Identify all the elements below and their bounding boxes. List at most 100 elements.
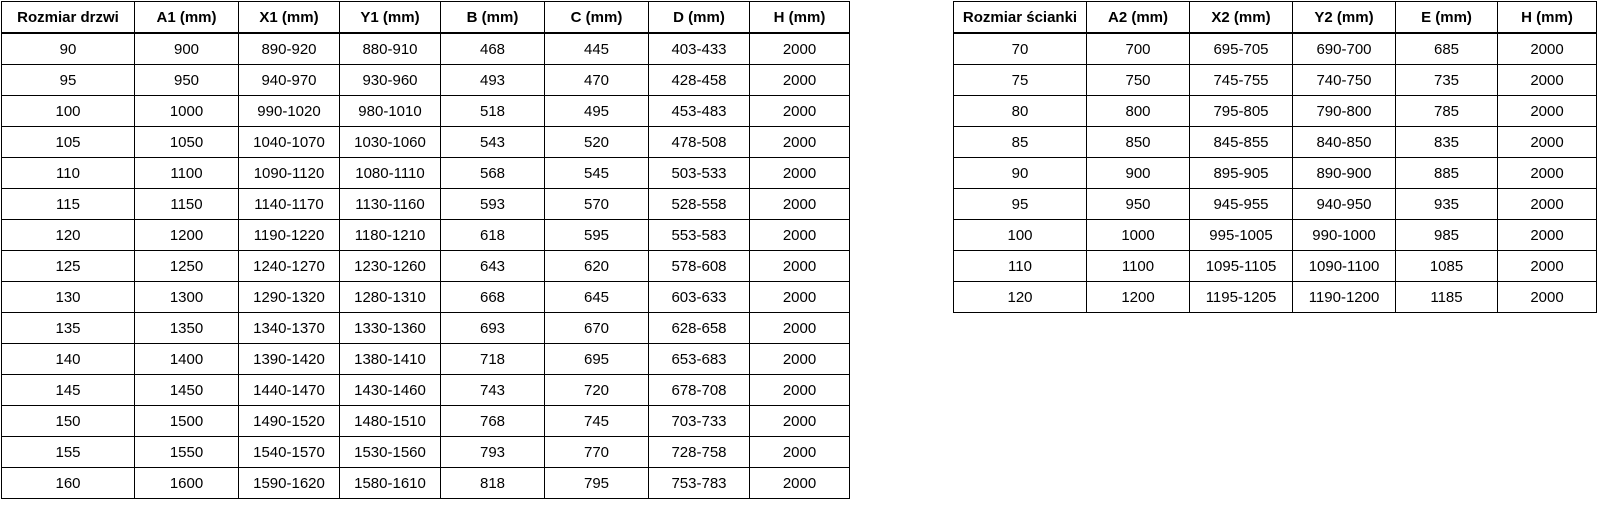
table-cell: 750 — [1086, 64, 1190, 96]
table-row: 70 700 695-705 690-700 685 2000 — [953, 32, 1597, 65]
table-cell: 1350 — [134, 312, 239, 344]
table-cell: 945-955 — [1189, 188, 1293, 220]
table-row: 115 1150 1140-1170 1130-1160 593 570 528-558 20… — [1, 188, 850, 220]
column-header: E (mm) — [1395, 1, 1498, 34]
table-cell: 1600 — [134, 467, 239, 499]
table-cell: 90 — [1, 32, 135, 65]
table-cell: 818 — [440, 467, 545, 499]
table-cell: 900 — [134, 32, 239, 65]
table-cell: 895-905 — [1189, 157, 1293, 189]
table-cell: 1100 — [1086, 250, 1190, 282]
table-cell: 2000 — [749, 188, 850, 220]
table-cell: 800 — [1086, 95, 1190, 127]
table-cell: 553-583 — [648, 219, 750, 251]
table-cell: 1195-1205 — [1189, 281, 1293, 313]
table-cell: 643 — [440, 250, 545, 282]
table-cell: 950 — [1086, 188, 1190, 220]
table-cell: 570 — [544, 188, 649, 220]
table-cell: 120 — [953, 281, 1087, 313]
table-cell: 1550 — [134, 436, 239, 468]
table-cell: 1240-1270 — [238, 250, 340, 282]
column-header: C (mm) — [544, 1, 649, 34]
table-cell: 2000 — [749, 436, 850, 468]
table-cell: 568 — [440, 157, 545, 189]
table-cell: 125 — [1, 250, 135, 282]
table-cell: 845-855 — [1189, 126, 1293, 158]
table-cell: 2000 — [1497, 219, 1597, 251]
table-cell: 75 — [953, 64, 1087, 96]
table-cell: 1430-1460 — [339, 374, 441, 406]
table-cell: 155 — [1, 436, 135, 468]
table-cell: 2000 — [749, 467, 850, 499]
wall-panel-size-table: Rozmiar ścianki A2 (mm) X2 (mm) Y2 (mm) E (m… — [953, 1, 1597, 313]
table-row: 125 1250 1240-1270 1230-1260 643 620 578-608 20… — [1, 250, 850, 282]
table-cell: 140 — [1, 343, 135, 375]
table-row: 145 1450 1440-1470 1430-1460 743 720 678-708 20… — [1, 374, 850, 406]
table-cell: 2000 — [1497, 95, 1597, 127]
table-cell: 840-850 — [1292, 126, 1396, 158]
column-header: Rozmiar drzwi — [1, 1, 135, 34]
table-cell: 1300 — [134, 281, 239, 313]
table-row: 135 1350 1340-1370 1330-1360 693 670 628-658 20… — [1, 312, 850, 344]
column-header: X1 (mm) — [238, 1, 340, 34]
table-cell: 135 — [1, 312, 135, 344]
table-cell: 670 — [544, 312, 649, 344]
table-cell: 753-783 — [648, 467, 750, 499]
table-row: 130 1300 1290-1320 1280-1310 668 645 603-633 20… — [1, 281, 850, 313]
table-cell: 890-900 — [1292, 157, 1396, 189]
table-cell: 693 — [440, 312, 545, 344]
table-cell: 745 — [544, 405, 649, 437]
table-cell: 900 — [1086, 157, 1190, 189]
table-cell: 995-1005 — [1189, 219, 1293, 251]
table-cell: 768 — [440, 405, 545, 437]
table-cell: 2000 — [749, 405, 850, 437]
table-cell: 1095-1105 — [1189, 250, 1293, 282]
table-row: 155 1550 1540-1570 1530-1560 793 770 728-758 20… — [1, 436, 850, 468]
table-cell: 1040-1070 — [238, 126, 340, 158]
table-cell: 2000 — [749, 281, 850, 313]
table-cell: 700 — [1086, 32, 1190, 65]
table-cell: 593 — [440, 188, 545, 220]
door-size-table-header-row: Rozmiar drzwi A1 (mm) X1 (mm) Y1 (mm) B (mm)… — [1, 1, 850, 34]
table-cell: 543 — [440, 126, 545, 158]
table-cell: 1450 — [134, 374, 239, 406]
table-cell: 100 — [953, 219, 1087, 251]
table-cell: 1330-1360 — [339, 312, 441, 344]
table-row: 95 950 945-955 940-950 935 2000 — [953, 188, 1597, 220]
door-size-table: Rozmiar drzwi A1 (mm) X1 (mm) Y1 (mm) B (mm)… — [1, 1, 850, 499]
table-cell: 718 — [440, 343, 545, 375]
table-cell: 1100 — [134, 157, 239, 189]
table-cell: 95 — [953, 188, 1087, 220]
table-cell: 2000 — [749, 250, 850, 282]
table-row: 120 1200 1195-1205 1190-1200 1185 2000 — [953, 281, 1597, 313]
table-cell: 2000 — [1497, 157, 1597, 189]
table-cell: 850 — [1086, 126, 1190, 158]
table-cell: 930-960 — [339, 64, 441, 96]
table-cell: 728-758 — [648, 436, 750, 468]
column-header: A2 (mm) — [1086, 1, 1190, 34]
table-cell: 1150 — [134, 188, 239, 220]
table-cell: 578-608 — [648, 250, 750, 282]
table-cell: 1090-1120 — [238, 157, 340, 189]
table-cell: 695-705 — [1189, 32, 1293, 65]
table-cell: 1200 — [134, 219, 239, 251]
table-row: 140 1400 1390-1420 1380-1410 718 695 653-683 20… — [1, 343, 850, 375]
table-cell: 445 — [544, 32, 649, 65]
table-cell: 1050 — [134, 126, 239, 158]
table-cell: 695 — [544, 343, 649, 375]
table-row: 150 1500 1490-1520 1480-1510 768 745 703-733 20… — [1, 405, 850, 437]
table-cell: 720 — [544, 374, 649, 406]
table-cell: 1090-1100 — [1292, 250, 1396, 282]
table-cell: 740-750 — [1292, 64, 1396, 96]
table-cell: 2000 — [1497, 281, 1597, 313]
table-cell: 1250 — [134, 250, 239, 282]
table-cell: 935 — [1395, 188, 1498, 220]
table-row: 85 850 845-855 840-850 835 2000 — [953, 126, 1597, 158]
table-cell: 2000 — [749, 374, 850, 406]
table-cell: 990-1020 — [238, 95, 340, 127]
column-header: H (mm) — [1497, 1, 1597, 34]
column-header: Rozmiar ścianki — [953, 1, 1087, 34]
table-cell: 145 — [1, 374, 135, 406]
table-row: 100 1000 995-1005 990-1000 985 2000 — [953, 219, 1597, 251]
